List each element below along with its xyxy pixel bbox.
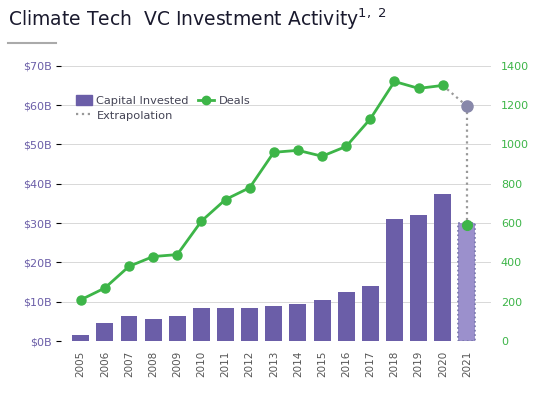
- Bar: [121, 316, 137, 341]
- Bar: [217, 308, 234, 341]
- Bar: [266, 306, 282, 341]
- Bar: [290, 304, 306, 341]
- Bar: [145, 319, 162, 341]
- Bar: [434, 194, 451, 341]
- Bar: [386, 219, 403, 341]
- Text: Climate Tech  VC Investment Activity$^{1,\ 2}$: Climate Tech VC Investment Activity$^{1,…: [8, 6, 387, 32]
- Bar: [338, 292, 355, 341]
- Bar: [193, 308, 210, 341]
- Bar: [410, 215, 427, 341]
- Bar: [241, 308, 258, 341]
- Bar: [169, 316, 186, 341]
- Bar: [459, 223, 475, 341]
- Bar: [314, 300, 330, 341]
- Bar: [362, 286, 379, 341]
- Bar: [72, 335, 89, 341]
- Legend: Capital Invested, Extrapolation, Deals: Capital Invested, Extrapolation, Deals: [71, 91, 255, 125]
- Bar: [97, 323, 113, 341]
